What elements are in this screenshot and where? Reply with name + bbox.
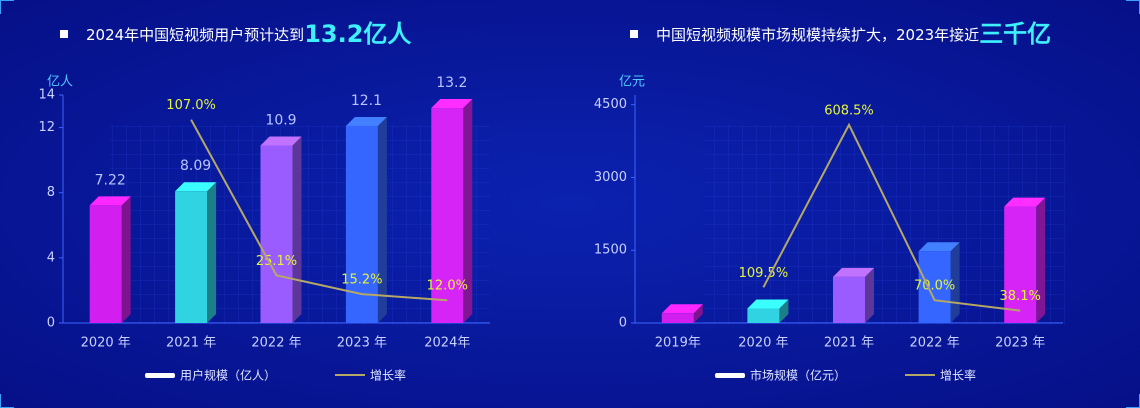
bar-side (121, 196, 131, 323)
bar (260, 145, 293, 323)
bar-top (345, 116, 387, 126)
bar-top (661, 304, 703, 314)
bar-top (89, 196, 131, 206)
legend-label: 用户规模（亿人） (180, 368, 276, 383)
title-text: 中国短视频规模市场规模持续扩大，2023年接近 (656, 26, 979, 44)
bar-side (463, 99, 473, 324)
x-tick-label: 2019年 (655, 336, 701, 351)
x-tick-label: 2024年 (424, 336, 470, 351)
growth-line (190, 119, 448, 302)
bar-side (292, 136, 302, 323)
bar-side (1036, 197, 1046, 323)
bar-value-label: 13.2 (436, 75, 467, 91)
bar (345, 125, 378, 323)
bar (918, 251, 951, 323)
bar-top (1004, 197, 1046, 207)
y-tick-label: 1500 (594, 243, 627, 258)
bar-side (693, 304, 703, 323)
title-bullet (630, 30, 638, 38)
bar-top (175, 182, 217, 192)
bar-value-label: 7.22 (95, 172, 126, 188)
y-axis-label: 亿人 (47, 75, 73, 90)
line-value-label: 12.0% (427, 279, 468, 294)
line-value-label: 38.1% (1000, 289, 1041, 304)
y-tick-label: 12 (38, 120, 55, 135)
bar-value-label: 12.1 (351, 93, 382, 109)
chart-title: 2024年中国短视频用户预计达到13.2亿人 (86, 20, 411, 48)
y-tick-label: 4500 (594, 97, 627, 112)
y-tick-label: 0 (47, 316, 55, 331)
x-tick-label: 2021 年 (824, 336, 874, 351)
bar-top (833, 267, 874, 277)
bar (747, 308, 780, 323)
title-highlight: 13.2亿人 (304, 20, 411, 48)
bar (89, 205, 122, 323)
y-tick-label: 3000 (594, 170, 627, 185)
y-tick-label: 8 (47, 185, 55, 200)
x-tick-label: 2023 年 (995, 336, 1045, 351)
bar-side (865, 267, 874, 323)
legend-label: 增长率 (370, 368, 406, 383)
line-value-label: 109.5% (739, 266, 789, 281)
legend-swatch (145, 373, 175, 378)
bar-top (747, 299, 789, 309)
title-highlight: 三千亿 (979, 20, 1051, 48)
bar-top (431, 99, 473, 109)
x-tick-label: 2020 年 (738, 336, 788, 351)
x-tick-label: 2020 年 (81, 336, 131, 351)
bar-side (377, 116, 387, 323)
bar-top (918, 242, 960, 252)
line-value-label: 25.1% (256, 254, 297, 269)
title-text: 2024年中国短视频用户预计达到 (86, 26, 304, 44)
bar (833, 276, 865, 323)
bar-value-label: 8.09 (180, 158, 211, 174)
bar (431, 108, 464, 324)
bar (175, 191, 208, 323)
bar (1004, 206, 1037, 323)
y-axis-label: 亿元 (619, 75, 645, 90)
bar-side (207, 182, 217, 323)
y-tick-label: 14 (38, 88, 55, 103)
x-tick-label: 2021 年 (166, 336, 216, 351)
line-value-label: 70.0% (914, 279, 955, 294)
chart-title: 中国短视频规模市场规模持续扩大，2023年接近三千亿 (656, 20, 1051, 48)
line-value-label: 107.0% (166, 98, 216, 113)
bar (661, 313, 694, 323)
x-tick-label: 2022 年 (251, 336, 301, 351)
growth-line (762, 122, 1021, 312)
bar-value-label: 10.9 (265, 112, 296, 128)
bar-top (260, 136, 302, 146)
x-tick-label: 2022 年 (909, 336, 959, 351)
y-tick-label: 0 (619, 316, 627, 331)
legend-swatch (715, 373, 745, 378)
line-value-label: 608.5% (824, 103, 874, 118)
y-tick-label: 4 (47, 250, 55, 265)
bar-side (779, 299, 789, 323)
legend-label: 增长率 (940, 368, 976, 383)
x-tick-label: 2023 年 (337, 336, 387, 351)
title-bullet (60, 30, 68, 38)
line-value-label: 15.2% (341, 273, 382, 288)
legend-label: 市场规模（亿元） (750, 368, 846, 383)
